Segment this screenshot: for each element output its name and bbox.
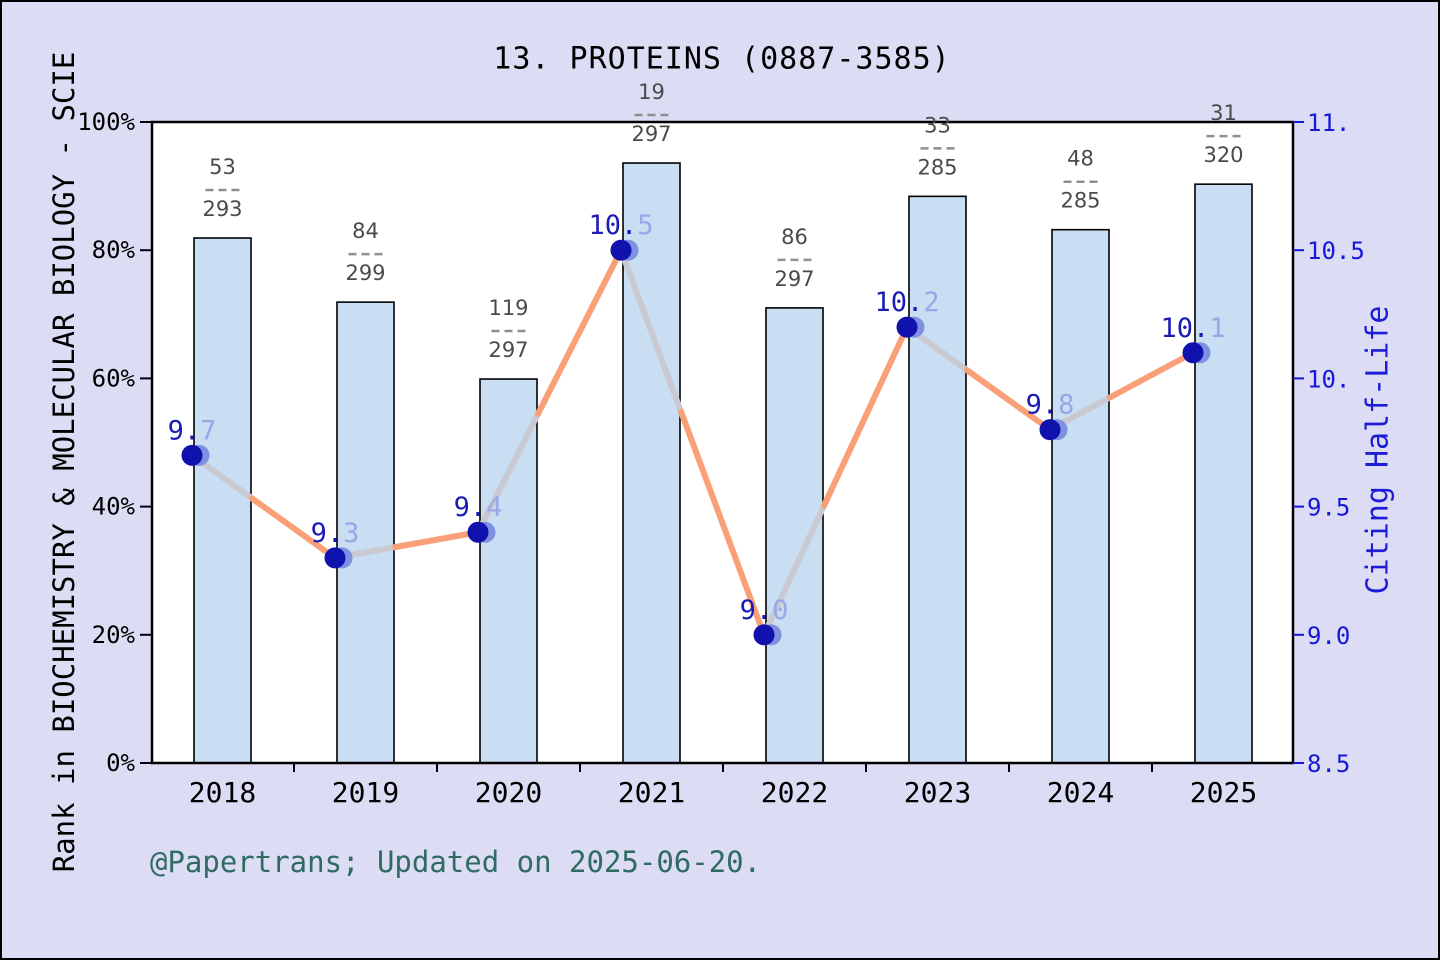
y-tick-label-right: 11. [1307,109,1350,137]
line-segment-orange [964,367,1053,433]
bar-fraction-numerator: 86 [781,225,808,249]
x-tick-label: 2025 [1190,776,1257,809]
footer-note: @Papertrans; Updated on 2025-06-20. [150,845,762,879]
bar-fraction-denominator: 285 [1060,189,1100,213]
bar-fraction-numerator: 119 [488,296,528,320]
x-tick-label: 2023 [904,776,971,809]
data-point-label: 9.3 [311,518,360,549]
bar-fraction-numerator: 84 [352,219,379,243]
bar-fraction-denominator: 320 [1203,143,1243,167]
x-tick-label: 2018 [189,776,256,809]
bar [1194,183,1253,764]
x-tick-label: 2022 [761,776,828,809]
y-tick-label-left: 60% [92,364,136,392]
bar [479,378,538,764]
line-segment-orange [392,529,481,551]
y-tick-label-right: 10.5 [1307,237,1365,265]
data-point-label: 9.4 [454,492,503,523]
line-segment-orange [678,408,767,638]
line-segment-gray [475,396,549,536]
bar-fraction-numerator: 31 [1210,101,1237,125]
bar-fraction-denominator: 297 [774,267,814,291]
bar [622,162,681,764]
y-tick-label-left: 40% [92,493,136,521]
y-tick-label-left: 80% [92,236,136,264]
data-point-marker [1039,419,1061,441]
page-title: 13. PROTEINS (0887-3585) [493,41,951,77]
bar [765,307,824,764]
y-tick-label-right: 9.0 [1307,622,1350,650]
y-tick-label-right: 8.5 [1307,750,1350,778]
data-point-marker [896,316,918,338]
bar-fraction-denominator: 297 [631,122,671,146]
data-point-label: 9.8 [1026,390,1075,421]
data-point-marker [610,239,632,261]
data-point-label: 10.1 [1160,313,1225,344]
line-segment-orange [249,495,338,561]
bar-fraction-numerator: 33 [924,113,951,137]
data-point-marker [181,444,203,466]
data-point-label: 10.2 [874,287,939,318]
data-point-marker [324,547,346,569]
line-segment-orange [821,324,910,509]
y-tick-label-left: 20% [92,621,136,649]
y-tick-label-left: 100% [77,108,135,136]
bar-fraction-numerator: 48 [1067,147,1094,171]
bar-fraction-denominator: 297 [488,338,528,362]
bar-fraction-numerator: 19 [638,80,665,104]
y-tick-label-right: 9.5 [1307,494,1350,522]
data-point-marker [753,624,775,646]
data-point-marker [1182,342,1204,364]
data-point-label: 9.7 [168,415,217,446]
bar [193,237,252,764]
x-tick-label: 2020 [475,776,542,809]
data-point-label: 10.5 [588,210,653,241]
y-tick-label-left: 0% [106,749,135,777]
bar [336,301,395,764]
bar-fraction-denominator: 299 [345,261,385,285]
bar [1051,228,1110,764]
line-segment-gray [618,247,692,434]
x-tick-label: 2021 [618,776,685,809]
plot-area [152,122,1293,763]
y-tick-label-right: 10. [1307,365,1350,393]
line-segment-orange [535,247,624,417]
x-tick-label: 2019 [332,776,399,809]
bar-fraction-denominator: 293 [202,197,242,221]
data-point-label: 9.0 [740,595,789,626]
line-segment-orange [1107,349,1196,401]
data-point-marker [467,521,489,543]
bar-fraction-denominator: 285 [917,155,957,179]
bar-fraction-numerator: 53 [209,155,236,179]
line-segment-gray [761,487,835,638]
bar [908,195,967,764]
x-tick-label: 2024 [1047,776,1114,809]
